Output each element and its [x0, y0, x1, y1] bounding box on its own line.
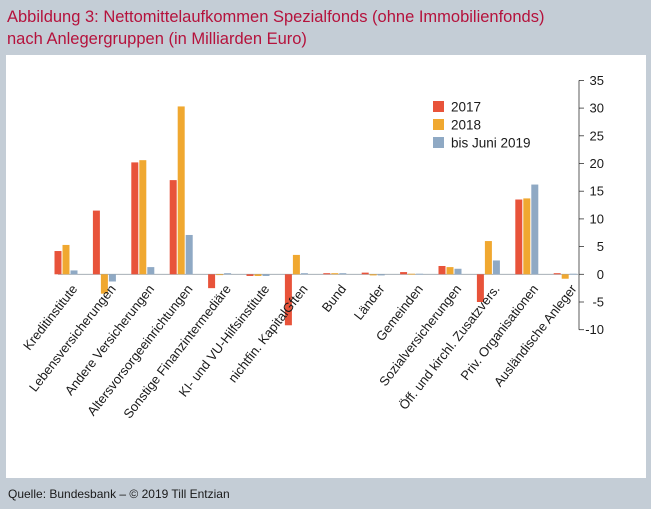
- figure-title-line-2: nach Anlegergruppen (in Milliarden Euro): [7, 30, 307, 48]
- bar: [147, 267, 155, 275]
- legend-swatch: [433, 101, 444, 112]
- bar: [62, 244, 70, 275]
- bar: [476, 274, 484, 302]
- y-tick-label: 10: [590, 211, 604, 226]
- bar: [331, 273, 339, 275]
- bar: [553, 273, 561, 275]
- y-tick-label: -10: [585, 322, 604, 337]
- bar: [100, 274, 108, 294]
- bar: [408, 273, 416, 275]
- legend-swatch: [433, 137, 444, 148]
- bar-chart: 35302520151050-5-10KreditinstituteLebens…: [20, 73, 604, 421]
- y-tick-label: 20: [590, 156, 604, 171]
- y-tick-label: 5: [597, 239, 604, 254]
- bar: [284, 274, 292, 326]
- bar: [523, 198, 531, 275]
- bar: [177, 106, 185, 275]
- bar: [262, 274, 270, 276]
- bar: [515, 199, 523, 275]
- y-tick-label: 25: [590, 128, 604, 143]
- bar: [339, 273, 347, 275]
- legend-label: 2017: [451, 100, 481, 115]
- bar: [131, 162, 139, 275]
- chart-panel: 35 30 25 20 15 10 5 0 -5 -10 Kreditinstitute Lebens…: [6, 55, 646, 478]
- bar: [254, 274, 262, 276]
- bar: [54, 251, 62, 275]
- bar: [300, 273, 308, 275]
- figure-title: Abbildung 3: Nettomittelaufkommen Spezia…: [7, 6, 647, 50]
- bar: [438, 265, 446, 275]
- bar: [492, 260, 500, 275]
- bar: [216, 274, 224, 276]
- bar: [561, 274, 569, 279]
- category-label: Bund: [319, 282, 350, 315]
- bar: [108, 274, 116, 282]
- y-tick-label: 35: [590, 73, 604, 88]
- legend-label: bis Juni 2019: [451, 136, 531, 151]
- category-label: Länder: [351, 281, 388, 323]
- bar: [92, 210, 100, 275]
- bar: [224, 273, 232, 275]
- y-tick-label: 0: [597, 267, 604, 282]
- bar: [454, 268, 462, 275]
- bar: [377, 274, 385, 276]
- legend-label: 2018: [451, 118, 481, 133]
- bar: [323, 273, 331, 275]
- legend-swatch: [433, 119, 444, 130]
- bar: [416, 273, 424, 275]
- bar: [208, 274, 216, 289]
- bar: [484, 241, 492, 275]
- bar: [400, 272, 408, 275]
- y-tick-label: -5: [592, 295, 604, 310]
- y-tick-label: 15: [590, 184, 604, 199]
- bar: [531, 184, 539, 275]
- bar: [246, 274, 254, 276]
- bar: [185, 234, 193, 275]
- figure-title-line-1: Abbildung 3: Nettomittelaufkommen Spezia…: [7, 8, 545, 26]
- source-caption: Quelle: Bundesbank – © 2019 Till Entzian: [8, 487, 230, 501]
- bar: [70, 270, 78, 275]
- bar: [169, 180, 177, 275]
- bar: [139, 160, 147, 275]
- bar: [446, 267, 454, 275]
- bar: [292, 254, 300, 275]
- bar: [569, 273, 577, 275]
- bar: [361, 272, 369, 275]
- y-tick-label: 30: [590, 101, 604, 116]
- bar: [369, 274, 377, 276]
